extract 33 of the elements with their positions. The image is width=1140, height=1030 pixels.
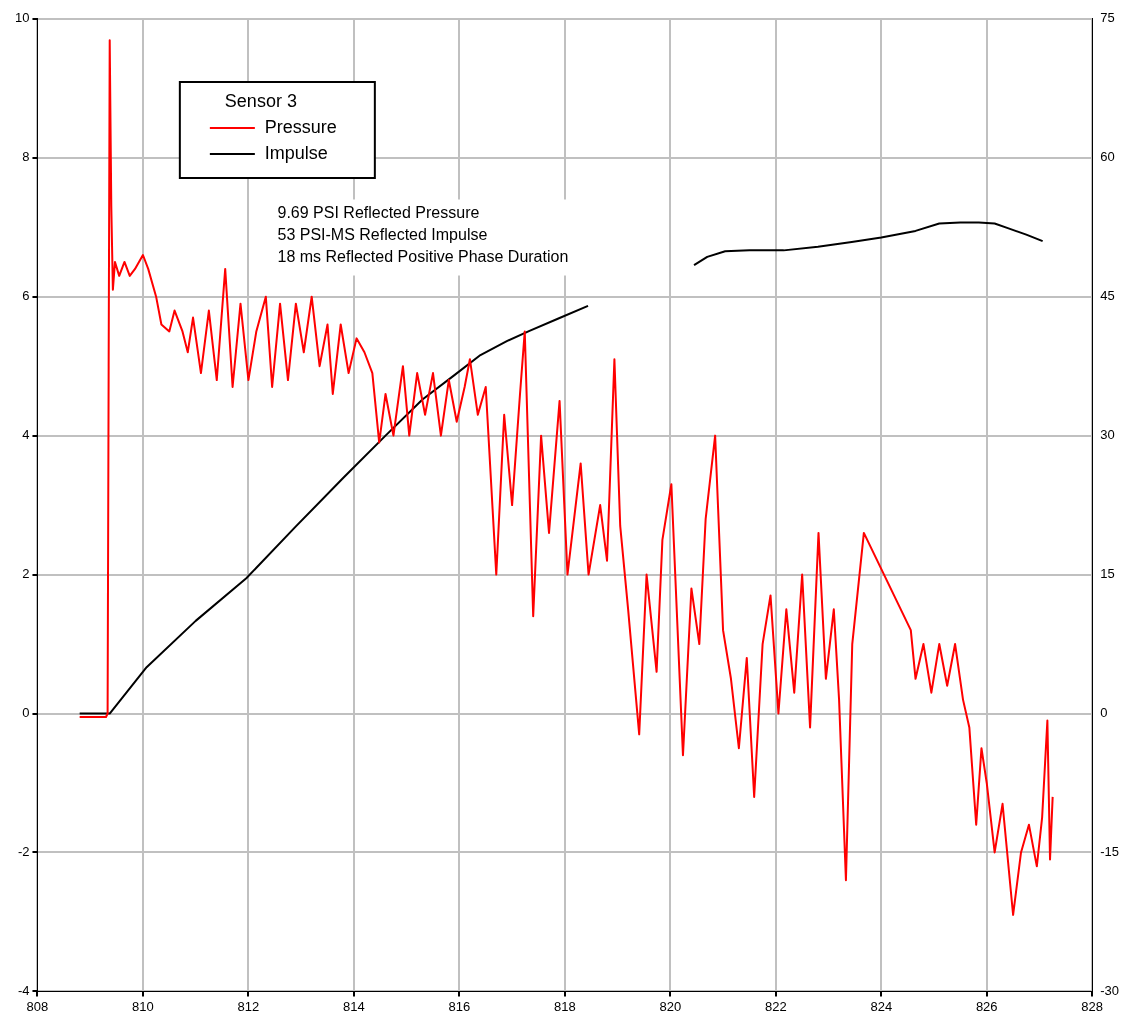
annotation: 18 ms Reflected Positive Phase Duration [277,247,569,265]
y2-tick-label: -15 [1100,844,1120,860]
x-tick-label: 824 [870,998,893,1014]
x-tick-label: 810 [132,998,154,1014]
x-tick-label: 826 [975,998,998,1014]
legend-label: Pressure [264,116,337,137]
y-tick-label: -4 [17,982,30,998]
y2-tick-label: -30 [1100,982,1120,998]
y-tick-label: 6 [22,288,30,304]
x-tick-label: 818 [553,998,576,1014]
annotation: 9.69 PSI Reflected Pressure [277,203,480,221]
y-tick-label: 2 [22,566,30,582]
x-tick-label: 814 [343,998,365,1014]
y2-tick-label: 15 [1100,566,1115,582]
x-tick-label: 820 [659,998,682,1014]
x-tick-label: 828 [1081,998,1104,1014]
y2-tick-label: 0 [1100,705,1108,721]
x-tick-label: 822 [764,998,787,1014]
y2-tick-label: 45 [1100,288,1115,304]
legend-label: Impulse [264,142,328,163]
y2-tick-label: 30 [1100,427,1115,443]
y-tick-label: 8 [22,149,30,165]
x-tick-label: 808 [26,998,49,1014]
y-tick-label: 4 [22,427,30,443]
x-tick-label: 816 [448,998,471,1014]
y-tick-label: 10 [14,10,30,26]
y2-tick-label: 60 [1100,149,1115,165]
y-tick-label: -2 [17,844,30,860]
x-tick-label: 812 [237,998,260,1014]
legend-title: Sensor 3 [224,90,297,111]
y-tick-label: 0 [22,705,30,721]
annotation: 53 PSI-MS Reflected Impulse [277,225,488,243]
y2-tick-label: 75 [1100,10,1115,26]
